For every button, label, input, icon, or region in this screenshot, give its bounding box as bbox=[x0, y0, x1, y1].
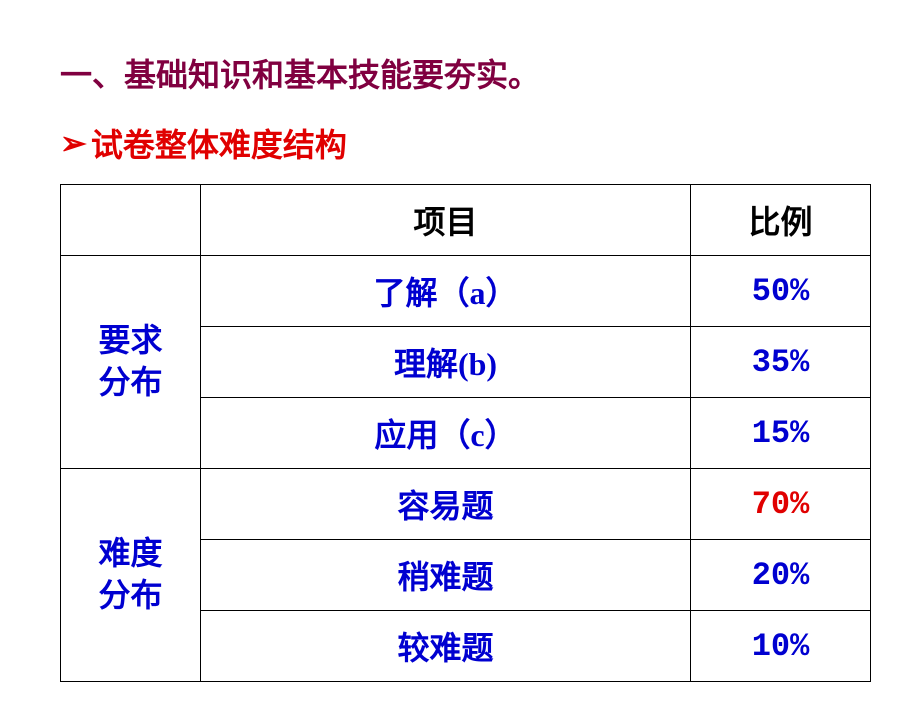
group2-row2-ratio: 10% bbox=[691, 611, 871, 682]
header-item: 项目 bbox=[201, 185, 691, 256]
bullet-icon: ➢ bbox=[60, 124, 87, 162]
table-row: 要求 分布 了解（a） 50% bbox=[61, 256, 871, 327]
group1-row2-item: 应用（c） bbox=[201, 398, 691, 469]
group2-row1-item: 稍难题 bbox=[201, 540, 691, 611]
group1-row0-ratio: 50% bbox=[691, 256, 871, 327]
group1-row1-ratio: 35% bbox=[691, 327, 871, 398]
header-blank bbox=[61, 185, 201, 256]
header-ratio: 比例 bbox=[691, 185, 871, 256]
difficulty-table: 项目 比例 要求 分布 了解（a） 50% 理解(b) 35% 应用（c） 15… bbox=[60, 184, 871, 682]
table-header-row: 项目 比例 bbox=[61, 185, 871, 256]
main-heading: 一、基础知识和基本技能要夯实。 bbox=[60, 50, 860, 96]
group1-row0-item: 了解（a） bbox=[201, 256, 691, 327]
group1-row2-ratio: 15% bbox=[691, 398, 871, 469]
group2-row0-ratio: 70% bbox=[691, 469, 871, 540]
slide-container: 一、基础知识和基本技能要夯实。 ➢ 试卷整体难度结构 项目 比例 要求 分布 了… bbox=[0, 0, 920, 712]
group1-label: 要求 分布 bbox=[61, 256, 201, 469]
table-row: 难度 分布 容易题 70% bbox=[61, 469, 871, 540]
group1-row1-item: 理解(b) bbox=[201, 327, 691, 398]
sub-heading-text: 试卷整体难度结构 bbox=[91, 120, 347, 166]
group2-label: 难度 分布 bbox=[61, 469, 201, 682]
group2-row1-ratio: 20% bbox=[691, 540, 871, 611]
sub-heading: ➢ 试卷整体难度结构 bbox=[60, 120, 860, 166]
group2-row0-item: 容易题 bbox=[201, 469, 691, 540]
group2-row2-item: 较难题 bbox=[201, 611, 691, 682]
